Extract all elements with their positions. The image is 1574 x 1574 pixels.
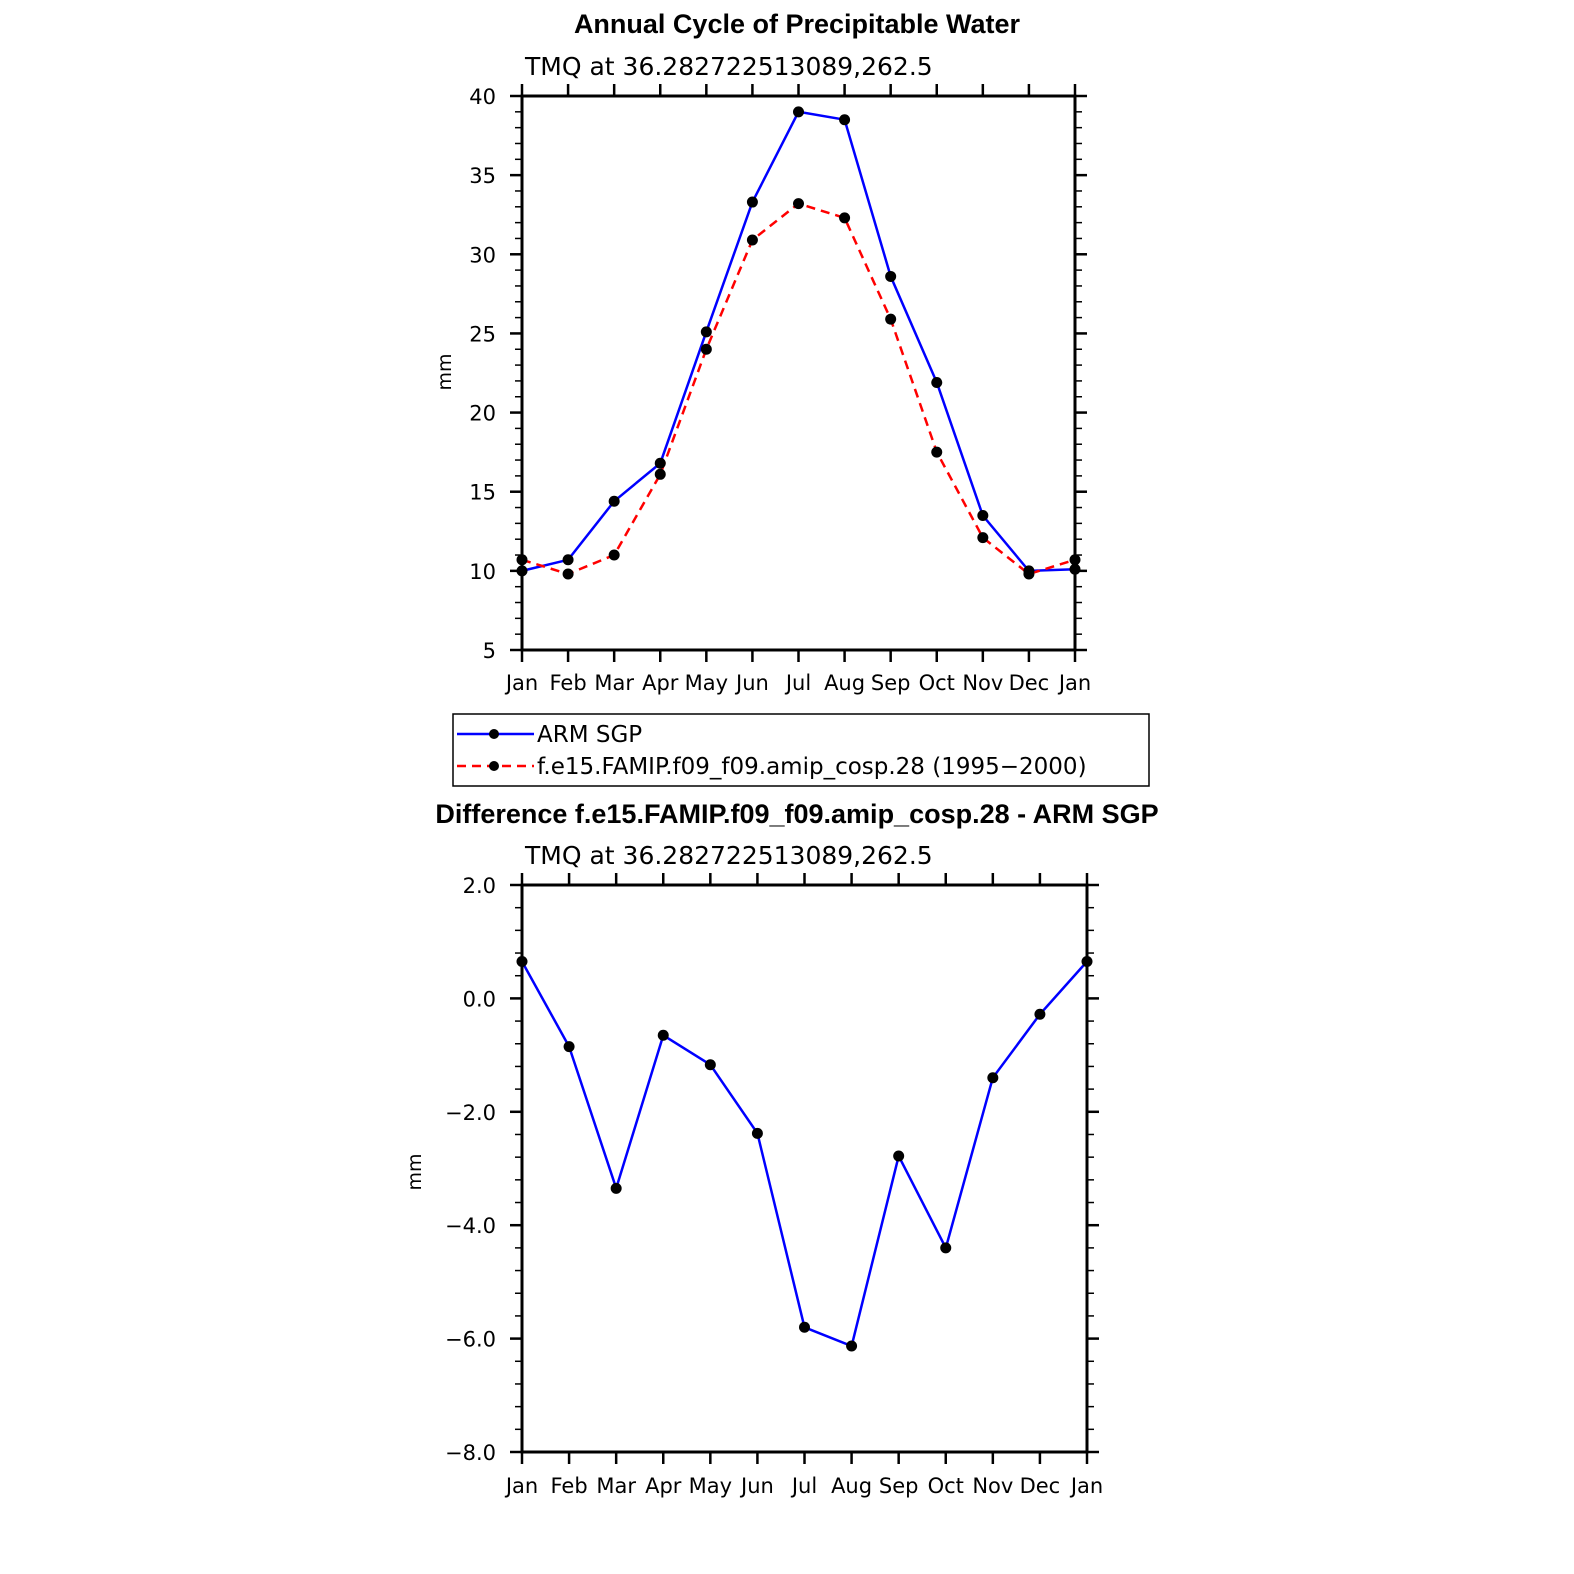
chart1-series-1-point [1069, 554, 1081, 566]
chart2-series-0-point [799, 1321, 810, 1333]
chart1-series-1-point [839, 212, 851, 224]
chart1-series-0-point [700, 326, 712, 338]
chart1-series-0-point [516, 565, 528, 577]
chart1-series-1-point [562, 568, 574, 580]
chart1-ytick-label: 5 [483, 639, 496, 663]
chart2-series-0-point [563, 1041, 575, 1053]
chart1-series-0-point [793, 106, 804, 118]
chart1-series-0-point [654, 457, 666, 469]
chart1-ytick-label: 40 [469, 85, 496, 109]
chart1-xtick-label: Sep [871, 671, 911, 695]
chart2-xtick-label: Nov [972, 1474, 1013, 1498]
chart2-plot-frame [520, 883, 1089, 1454]
chart1-xtick-label: Jan [1057, 671, 1091, 695]
chart1-series-1-point [931, 446, 943, 458]
chart1-ylabel: mm [434, 353, 456, 390]
chart2-xtick-label: Jan [504, 1474, 538, 1498]
chart1-series-0-point [608, 495, 620, 507]
chart1-xtick-label: Apr [642, 671, 679, 695]
chart2-xtick-label: Jan [1069, 1474, 1103, 1498]
chart2-subtitle: TMQ at 36.282722513089,262.5 [524, 841, 933, 870]
chart1-series-line-1 [521, 202, 1076, 576]
chart1-ytick-label: 10 [469, 560, 496, 584]
chart1-series-1-point [977, 532, 989, 544]
chart1-xtick-label: Oct [919, 671, 955, 695]
chart1-subtitle: TMQ at 36.282722513089,262.5 [524, 52, 933, 81]
chart1-series-0-point [746, 196, 758, 208]
chart2-series-0-point [516, 956, 528, 968]
chart1-ytick-label: 30 [469, 243, 496, 267]
legend-marker-model [489, 761, 499, 771]
chart2-xtick-label: May [689, 1474, 732, 1498]
chart2-xtick-label: Jun [739, 1474, 774, 1498]
chart1-series-0-point [977, 509, 989, 521]
chart2-ytick-label: −8.0 [445, 1441, 496, 1465]
legend-marker-arm [489, 729, 499, 739]
chart1-legend: ARM SGP f.e15.FAMIP.f09_f09.amip_cosp.28… [452, 713, 1150, 787]
chart2-series-0-point [1081, 956, 1093, 968]
chart2-ytick-label: 0.0 [463, 987, 496, 1011]
chart2-series-0-point [610, 1182, 622, 1194]
chart2-xtick-label: Oct [928, 1474, 964, 1498]
chart2-xtick-label: Mar [596, 1474, 636, 1498]
difference-chart: Difference f.e15.FAMIP.f09_f09.amip_cosp… [404, 799, 1159, 1498]
chart1-series-1-point [746, 234, 758, 246]
chart1-series-0-point [931, 376, 943, 388]
chart2-ytick-label: 2.0 [463, 874, 496, 898]
chart1-xtick-label: Aug [824, 671, 865, 695]
chart2-ylabel: mm [404, 1153, 426, 1190]
chart2-ytick-label: −2.0 [445, 1101, 496, 1125]
chart2-series-0-point [893, 1150, 905, 1162]
chart1-series-1-point [793, 198, 804, 210]
chart2-series-0-point [657, 1029, 669, 1041]
chart1-xtick-label: Nov [962, 671, 1003, 695]
chart2-xtick-label: Dec [1020, 1474, 1061, 1498]
chart2-series-line-0 [520, 960, 1088, 1348]
legend-label-model: f.e15.FAMIP.f09_f09.amip_cosp.28 (1995−2… [537, 754, 1087, 780]
chart2-xtick-label: Jul [790, 1474, 817, 1498]
chart1-series-1-point [608, 549, 620, 561]
chart2-series-0-point [846, 1340, 858, 1352]
chart1-xtick-label: Jul [784, 671, 811, 695]
chart1-ytick-label: 15 [469, 481, 496, 505]
legend-box [452, 713, 1150, 787]
chart1-xtick-label: Jan [504, 671, 538, 695]
chart2-title: Difference f.e15.FAMIP.f09_f09.amip_cosp… [435, 799, 1158, 829]
chart1-xtick-label: Jun [734, 671, 769, 695]
chart2-ytick-label: −4.0 [445, 1214, 496, 1238]
chart1-series-0-point [1069, 563, 1081, 575]
chart2-xtick-label: Apr [645, 1474, 682, 1498]
chart1-ytick-label: 25 [469, 322, 496, 346]
chart2-xtick-label: Aug [831, 1474, 872, 1498]
chart1-xtick-label: Dec [1009, 671, 1050, 695]
chart1-ytick-label: 35 [469, 164, 496, 188]
chart2-series-0-point [751, 1127, 763, 1139]
annual-cycle-chart: Annual Cycle of Precipitable Water TMQ a… [434, 9, 1150, 787]
chart1-plot-frame [520, 94, 1077, 652]
chart1-title: Annual Cycle of Precipitable Water [574, 9, 1021, 39]
chart1-series-0-point [839, 114, 851, 126]
chart2-xtick-label: Sep [879, 1474, 919, 1498]
chart1-series-1-point [654, 468, 666, 480]
chart1-series-0-point [562, 554, 574, 566]
chart2-series-0-point [987, 1072, 999, 1084]
chart1-series-1-point [1023, 568, 1035, 580]
chart1-series-1-point [516, 554, 528, 566]
chart1-xtick-label: May [685, 671, 728, 695]
chart1-series-line-0 [521, 110, 1076, 573]
chart1-xtick-label: Feb [549, 671, 586, 695]
chart1-series-1-point [885, 313, 897, 325]
chart2-series-0-point [940, 1242, 952, 1254]
chart1-ytick-label: 20 [469, 402, 496, 426]
chart2-series-0-point [704, 1059, 716, 1071]
chart2-series-0-point [1034, 1008, 1046, 1020]
legend-label-arm: ARM SGP [537, 722, 642, 748]
chart2-ytick-label: −6.0 [445, 1328, 496, 1352]
chart2-xtick-label: Feb [550, 1474, 587, 1498]
chart1-series-1-point [700, 343, 712, 355]
chart1-series-0-point [885, 270, 897, 282]
chart1-xtick-label: Mar [594, 671, 634, 695]
